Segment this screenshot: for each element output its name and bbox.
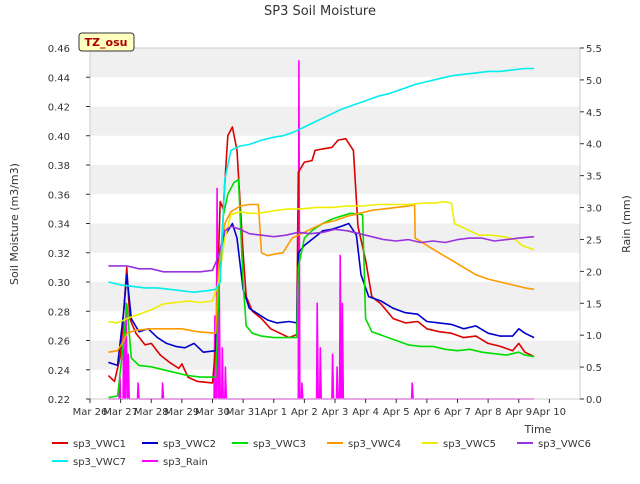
grid-band (90, 282, 580, 312)
y2-tick-label: 0.0 (586, 395, 602, 406)
y-tick-label: 0.36 (48, 190, 70, 201)
y-tick-label: 0.38 (48, 161, 70, 172)
station-badge: TZ_osu (78, 32, 135, 52)
legend: sp3_VWC1 sp3_VWC2 sp3_VWC3 sp3_VWC4 sp3_VWC5… (52, 439, 591, 468)
y2-tick-label: 5.0 (586, 76, 602, 87)
grid-band (90, 194, 580, 224)
y2-tick-label: 2.0 (586, 267, 602, 278)
x-tick-label: Mar 30 (195, 407, 230, 418)
legend-label-sp3_VWC4: sp3_VWC4 (348, 439, 401, 450)
series-line-sp3_VWC4 (108, 203, 535, 353)
y2-axis-label: Rain (mm) (620, 195, 633, 253)
legend-label-sp3_VWC5: sp3_VWC5 (443, 439, 496, 450)
x-tick-label: Mar 29 (164, 407, 199, 418)
grid-band (90, 77, 580, 107)
x-tick-label: Mar 28 (134, 407, 169, 418)
legend-label-sp3_VWC6: sp3_VWC6 (538, 439, 591, 450)
y-tick-label: 0.46 (48, 44, 70, 55)
x-tick-label: Apr 9 (505, 407, 532, 418)
y2-tick-label: 4.0 (586, 140, 602, 151)
x-tick-label: Apr 1 (260, 407, 287, 418)
grid-band (90, 106, 580, 136)
y-tick-label: 0.26 (48, 337, 70, 348)
grid-band (90, 165, 580, 195)
series-line-sp3_VWC6 (108, 225, 535, 273)
x-tick-label: Apr 2 (291, 407, 318, 418)
x-tick-label: Mar 27 (103, 407, 138, 418)
grid-bands (90, 48, 580, 399)
legend-label-sp3_Rain: sp3_Rain (163, 457, 208, 468)
y-tick-label: 0.42 (48, 103, 70, 114)
legend-label-sp3_VWC3: sp3_VWC3 (253, 439, 306, 450)
series-line-sp3_VWC1 (107, 126, 535, 384)
y2-tick-label: 2.5 (586, 235, 602, 246)
x-axis-label: Time (524, 423, 552, 436)
x-tick-label: Apr 3 (322, 407, 349, 418)
x-tick-label: Apr 7 (444, 407, 471, 418)
y-axis-label: Soil Moisture (m3/m3) (8, 163, 21, 285)
y-tick-label: 0.34 (48, 220, 70, 231)
y-tick-label: 0.40 (48, 132, 70, 143)
y2-tick-label: 1.0 (586, 331, 602, 342)
x-tick-label: Apr 5 (383, 407, 410, 418)
series-line-sp3_VWC7 (108, 67, 535, 294)
station-badge-label: TZ_osu (85, 36, 128, 49)
axes-layer: 0.22 0.24 0.26 0.28 0.30 0.32 0.34 0.36 0.38 0.40… (48, 44, 602, 418)
grid-band (90, 252, 580, 282)
x-tick-label: Apr 10 (533, 407, 566, 418)
x-tick-label: Apr 6 (413, 407, 440, 418)
y2-tick-label: 3.5 (586, 172, 602, 183)
y2-tick-label: 4.5 (586, 108, 602, 119)
legend-label-sp3_VWC7: sp3_VWC7 (73, 457, 126, 468)
y-tick-label: 0.24 (48, 366, 70, 377)
station-badge-box (78, 32, 135, 52)
grid-band (90, 48, 580, 78)
legend-label-sp3_VWC1: sp3_VWC1 (73, 439, 126, 450)
series-line-sp3_VWC5 (108, 200, 535, 324)
y-tick-label: 0.30 (48, 278, 70, 289)
y2-tick-label: 0.5 (586, 363, 602, 374)
x-tick-label: Mar 31 (226, 407, 261, 418)
legend-label-sp3_VWC2: sp3_VWC2 (163, 439, 216, 450)
x-tick-label: Apr 8 (475, 407, 502, 418)
y2-tick-label: 5.5 (586, 44, 602, 55)
series-line-sp3_VWC3 (108, 178, 535, 399)
grid-band (90, 135, 580, 165)
y-tick-label: 0.28 (48, 307, 70, 318)
y2-tick-label: 1.5 (586, 299, 602, 310)
x-tick-label: Mar 26 (73, 407, 108, 418)
y-tick-label: 0.32 (48, 249, 70, 260)
x-tick-label: Apr 4 (352, 407, 379, 418)
y-tick-label: 0.22 (48, 395, 70, 406)
y2-tick-label: 3.0 (586, 204, 602, 215)
grid-band (90, 369, 580, 399)
chart-title: SP3 Soil Moisture (264, 4, 376, 19)
y-tick-label: 0.44 (48, 73, 70, 84)
